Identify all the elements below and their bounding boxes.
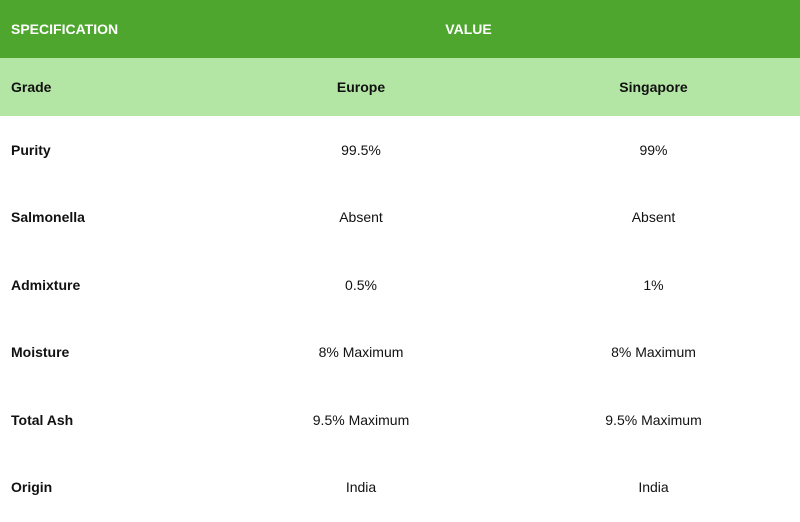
row-singapore-value: 8% Maximum: [611, 344, 696, 361]
row-spec-label: Purity: [11, 141, 51, 158]
table-row: Salmonella Absent Absent: [0, 184, 800, 252]
grade-europe: Europe: [215, 58, 507, 116]
table-row: Moisture 8% Maximum 8% Maximum: [0, 319, 800, 387]
grade-row: Grade Europe Singapore: [0, 58, 800, 116]
row-singapore-value: 9.5% Maximum: [605, 411, 702, 428]
row-europe-value: 0.5%: [345, 276, 377, 293]
row-europe-value: India: [345, 479, 377, 496]
table-row: Total Ash 9.5% Maximum 9.5% Maximum: [0, 386, 800, 454]
row-europe-value: Absent: [339, 209, 383, 226]
table-header-row: SPECIFICATION VALUE: [0, 0, 800, 58]
row-spec-label: Origin: [11, 479, 53, 496]
row-europe-value: 9.5% Maximum: [312, 411, 410, 428]
row-spec-label: Total Ash: [11, 411, 74, 428]
row-europe-value: 99.5%: [341, 141, 381, 158]
table-row: Origin India India: [0, 454, 800, 522]
table-row: Purity 99.5% 99%: [0, 116, 800, 184]
row-singapore-value: India: [638, 479, 669, 496]
grade-label: Grade: [0, 58, 215, 116]
row-spec-label: Salmonella: [11, 209, 85, 226]
row-singapore-value: Absent: [631, 209, 676, 226]
grade-singapore: Singapore: [507, 58, 800, 116]
row-singapore-value: 1%: [643, 276, 664, 293]
row-europe-value: 8% Maximum: [318, 344, 404, 361]
table-row: Admixture 0.5% 1%: [0, 251, 800, 319]
row-spec-label: Moisture: [11, 344, 70, 361]
header-value: VALUE: [215, 0, 800, 58]
header-specification: SPECIFICATION: [0, 0, 215, 58]
row-spec-label: Admixture: [11, 276, 81, 293]
row-singapore-value: 99%: [639, 141, 668, 158]
